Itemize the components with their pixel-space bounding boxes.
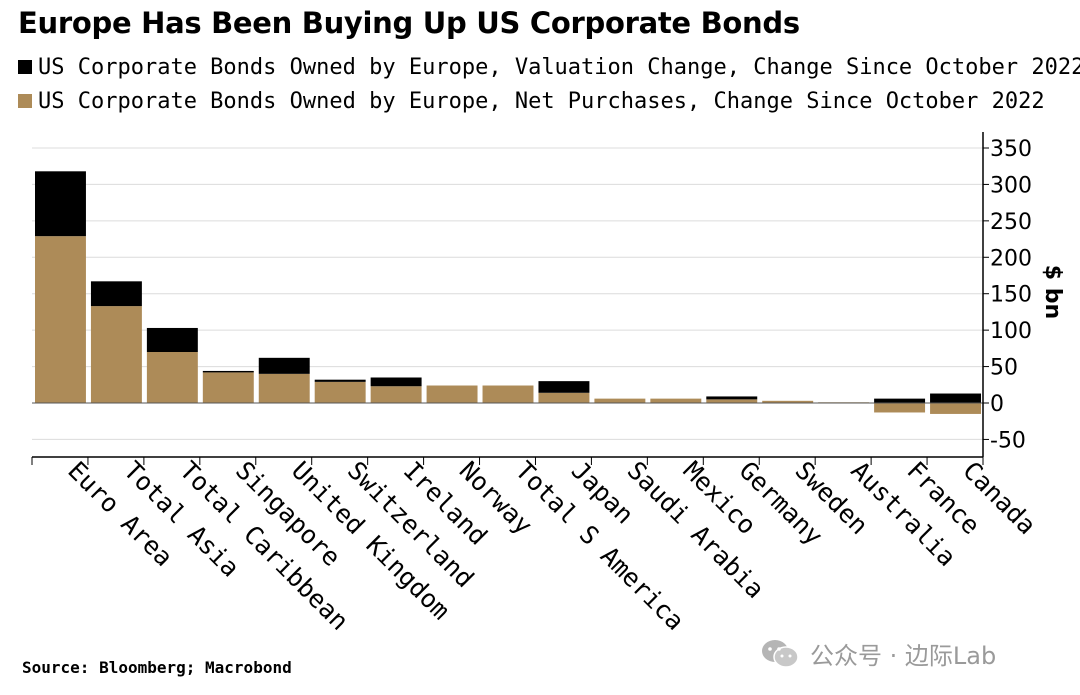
legend-item-valuation: US Corporate Bonds Owned by Europe, Valu… [18, 50, 1080, 84]
bar-net-euro-area [35, 236, 86, 403]
legend-label-valuation: US Corporate Bonds Owned by Europe, Valu… [38, 54, 1080, 80]
bar-valuation-germany [706, 396, 758, 400]
legend-item-net-purchases: US Corporate Bonds Owned by Europe, Net … [18, 84, 1080, 118]
bar-valuation-united-kingdom [258, 357, 310, 374]
legend: US Corporate Bonds Owned by Europe, Valu… [18, 50, 1080, 118]
y-tick-label: 200 [990, 246, 1032, 271]
bar-net-germany [706, 399, 758, 403]
legend-swatch-net-purchases [18, 94, 32, 108]
bar-valuation-total-asia [90, 281, 142, 307]
bar-valuation-ireland [370, 377, 422, 387]
bar-net-france [874, 403, 926, 413]
y-tick-label: 250 [990, 210, 1032, 235]
chart-title: Europe Has Been Buying Up US Corporate B… [18, 6, 800, 40]
bar-valuation-switzerland [314, 379, 366, 382]
bar-net-ireland [370, 386, 422, 403]
bar-net-switzerland [314, 381, 366, 403]
y-tick-label: 150 [990, 283, 1032, 308]
legend-swatch-valuation [18, 60, 32, 74]
bar-net-mexico [650, 398, 702, 403]
bar-net-total-asia [90, 306, 142, 403]
watermark: 公众号 · 边际Lab [760, 636, 996, 671]
bar-valuation-singapore [202, 370, 254, 373]
bar-valuation-euro-area [35, 171, 86, 237]
legend-label-net-purchases: US Corporate Bonds Owned by Europe, Net … [38, 88, 1045, 114]
bar-net-united-kingdom [258, 373, 310, 403]
bar-net-saudi-arabia [594, 398, 646, 403]
source-note: Source: Bloomberg; Macrobond [22, 658, 292, 677]
y-tick-label: -50 [990, 428, 1026, 453]
bar-net-canada [930, 403, 981, 414]
y-tick-label: 300 [990, 173, 1032, 198]
y-tick-label: 350 [990, 137, 1032, 162]
wechat-icon [762, 639, 799, 668]
bar-net-japan [538, 392, 590, 403]
bar-net-norway [426, 385, 478, 403]
bar-net-sweden [762, 400, 814, 403]
y-tick-label: 100 [990, 319, 1032, 344]
bar-valuation-canada [930, 393, 981, 403]
bar-net-total-s-america [482, 385, 534, 403]
bar-valuation-total-caribbean [146, 327, 198, 352]
bar-net-total-caribbean [146, 351, 198, 403]
bar-net-singapore [202, 372, 254, 403]
bar-valuation-france [874, 398, 926, 403]
watermark-text: 公众号 · 边际Lab [810, 642, 997, 670]
bar-valuation-japan [538, 381, 590, 393]
y-tick-label: 0 [990, 392, 1004, 417]
y-tick-label: 50 [990, 356, 1018, 381]
y-axis-label: $ bn [1040, 265, 1065, 319]
